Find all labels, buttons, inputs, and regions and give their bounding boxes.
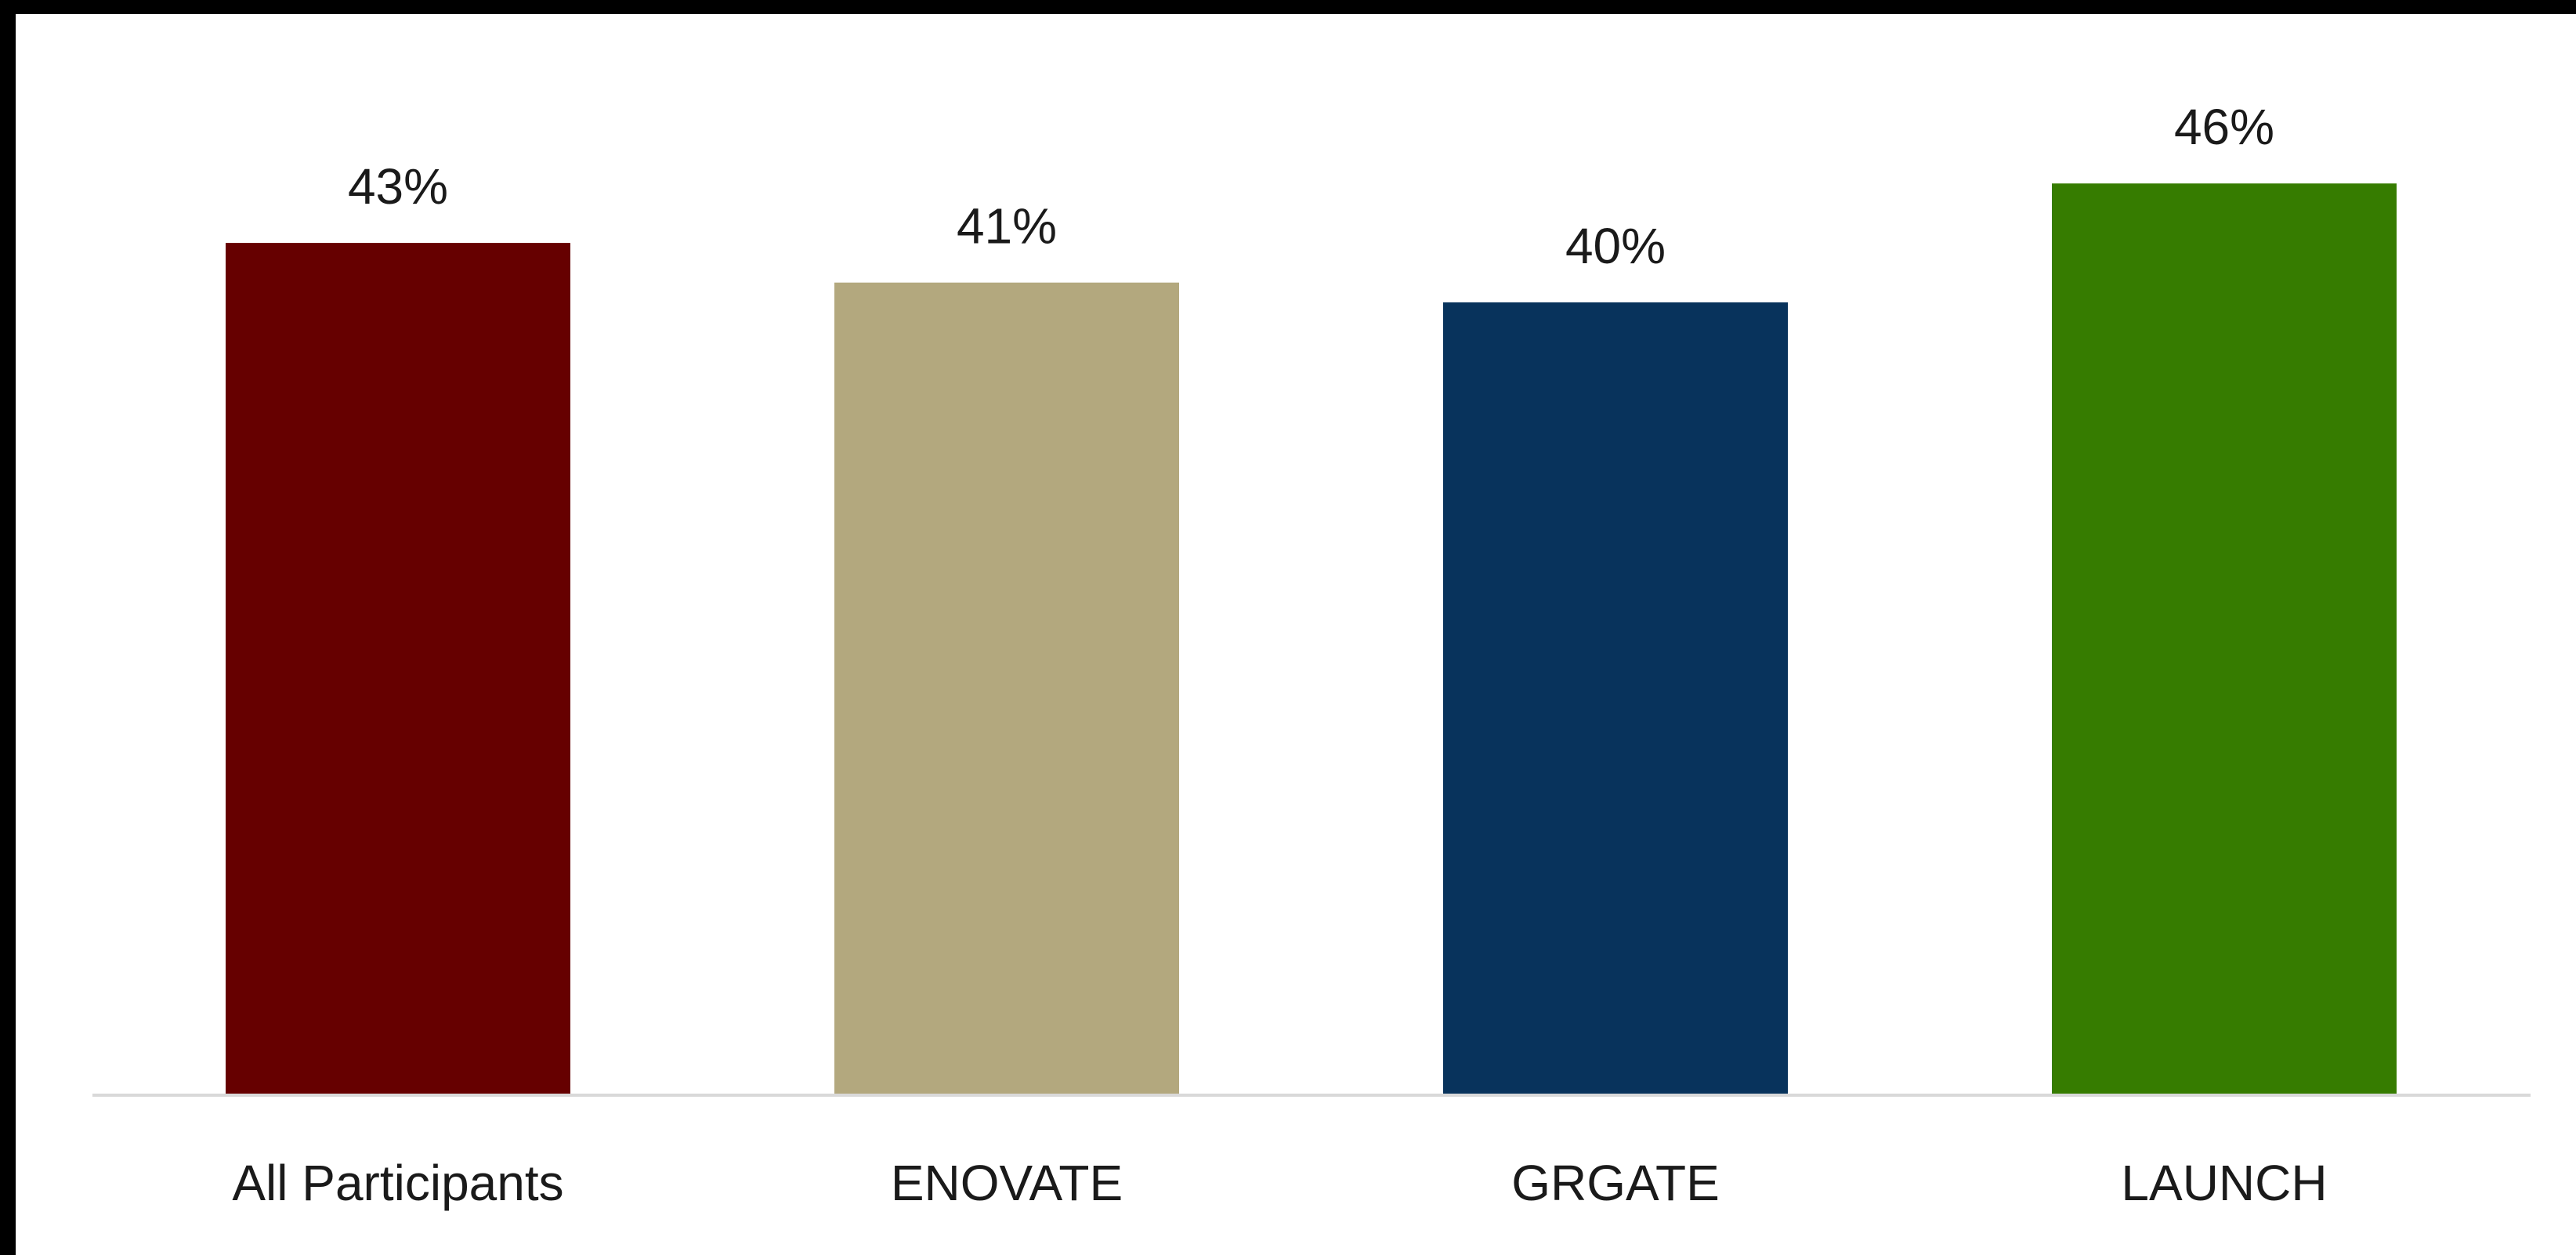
bar-all-participants [226,243,570,1096]
data-labels-group: 43% 41% 40% 46% [348,99,2274,274]
bar-launch [2052,183,2397,1096]
bar-grgate [1443,302,1788,1095]
x-tick-labels-group: All Participants ENOVATE GRGATE LAUNCH [232,1155,2327,1211]
data-label-grgate: 40% [1565,218,1666,274]
data-label-launch: 46% [2174,99,2274,155]
data-label-enovate: 41% [957,198,1057,255]
x-tick-label-grgate: GRGATE [1511,1155,1720,1211]
bar-enovate [834,282,1179,1096]
data-label-all-participants: 43% [348,158,448,215]
bars-group [226,183,2397,1096]
x-tick-label-launch: LAUNCH [2121,1155,2327,1211]
x-tick-label-enovate: ENOVATE [891,1155,1123,1211]
x-tick-label-all-participants: All Participants [232,1155,563,1211]
